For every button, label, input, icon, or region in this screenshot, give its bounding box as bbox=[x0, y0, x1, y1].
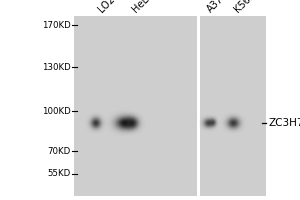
Bar bbox=[200, 16, 266, 196]
Text: 100KD: 100KD bbox=[42, 106, 70, 116]
Bar bbox=[74, 16, 196, 196]
Text: LO2: LO2 bbox=[96, 0, 116, 14]
Text: 130KD: 130KD bbox=[42, 62, 70, 72]
Text: A375: A375 bbox=[206, 0, 230, 14]
Text: K562: K562 bbox=[232, 0, 257, 14]
Text: HeLa: HeLa bbox=[130, 0, 155, 14]
Text: ZC3H7A: ZC3H7A bbox=[268, 118, 300, 128]
Text: 170KD: 170KD bbox=[42, 21, 70, 29]
Text: 70KD: 70KD bbox=[47, 146, 70, 156]
Text: 55KD: 55KD bbox=[47, 170, 70, 178]
